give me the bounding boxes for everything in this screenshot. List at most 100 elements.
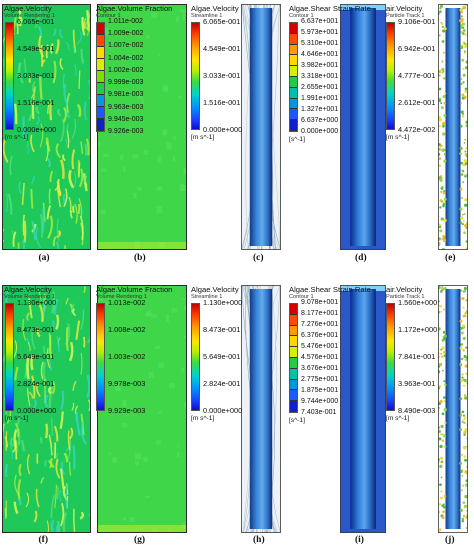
colorbar-tick-label: 4.472e-002 xyxy=(398,125,436,134)
air-particle xyxy=(438,437,442,441)
velocity-streak xyxy=(35,105,41,115)
legend-subtitle: Particle Track 1 xyxy=(386,294,425,300)
colorbar-tick-label: 1.516e-001 xyxy=(203,98,241,107)
air-particle xyxy=(464,458,467,462)
air-particle xyxy=(443,503,445,506)
colorbar-tick-label: 9.963e-003 xyxy=(108,103,144,111)
air-particle xyxy=(440,476,443,479)
colorbar-band xyxy=(290,379,297,391)
legend-subtitle: Volume Rendering 1 xyxy=(4,294,55,300)
air-particle xyxy=(462,29,466,32)
colorbar-tick-label: 7.841e-001 xyxy=(398,352,436,361)
colorbar-band xyxy=(290,109,297,121)
colorbar-tick-label: 6.065e-001 xyxy=(203,17,241,26)
air-particle xyxy=(461,32,465,36)
domain-outline xyxy=(340,4,386,250)
air-particle xyxy=(444,421,447,425)
velocity-streak xyxy=(31,220,37,240)
legend-subtitle: Volume Rendering 1 xyxy=(96,294,147,300)
velocity-streak xyxy=(80,352,83,375)
velocity-streak xyxy=(83,18,87,30)
velocity-streak xyxy=(45,44,49,59)
velocity-streak xyxy=(54,39,60,55)
velocity-streak xyxy=(9,443,13,459)
air-particle xyxy=(443,27,447,31)
velocity-streak xyxy=(74,405,79,414)
velocity-streak xyxy=(28,391,34,399)
air-particle xyxy=(463,433,466,436)
air-particle xyxy=(460,77,463,81)
shear-top xyxy=(340,4,386,10)
fraction-patch xyxy=(122,399,127,407)
fraction-patch xyxy=(123,166,126,173)
velocity-streak xyxy=(12,231,17,247)
velocity-streak xyxy=(40,476,45,484)
simulation-image xyxy=(241,285,281,533)
fraction-patch xyxy=(162,129,167,136)
air-particle xyxy=(441,71,444,74)
velocity-streak xyxy=(74,63,77,77)
colorbar xyxy=(96,22,105,132)
air-particle xyxy=(463,141,466,144)
simulation-image xyxy=(2,4,91,250)
velocity-streak xyxy=(59,490,62,502)
velocity-streak xyxy=(72,380,77,391)
air-particle xyxy=(461,58,465,62)
air-particle xyxy=(441,60,444,63)
air-particle xyxy=(461,44,464,47)
fraction-patch xyxy=(141,99,144,105)
velocity-streak xyxy=(41,208,45,233)
velocity-streak xyxy=(59,468,65,490)
fraction-patch xyxy=(178,96,183,99)
panel-label: (e) xyxy=(445,253,456,263)
air-particle xyxy=(442,132,446,136)
air-particle xyxy=(462,337,466,340)
panel-label: (c) xyxy=(253,253,264,263)
air-particle xyxy=(441,185,444,188)
fraction-patch xyxy=(138,286,145,292)
air-particle xyxy=(438,34,441,37)
air-particle xyxy=(442,51,445,54)
velocity-streak xyxy=(35,382,41,398)
velocity-streak xyxy=(2,139,9,163)
velocity-streak xyxy=(78,168,84,188)
colorbar-tick-label: 4.549e-001 xyxy=(17,44,55,53)
colorbar-tick-label: 0.000e+000 xyxy=(203,125,243,134)
velocity-streak xyxy=(47,158,51,168)
velocity-streak xyxy=(55,241,60,250)
air-particle xyxy=(439,304,442,308)
colorbar-band xyxy=(290,390,297,402)
colorbar-band xyxy=(290,23,297,34)
velocity-streak xyxy=(30,354,34,371)
air-particle xyxy=(441,39,445,43)
colorbar-band xyxy=(290,401,297,412)
colorbar-tick-label: 1.004e-002 xyxy=(108,54,144,62)
velocity-streak xyxy=(60,159,65,179)
air-particle xyxy=(462,349,465,352)
air-particle xyxy=(463,446,467,450)
fraction-patch xyxy=(158,362,164,369)
colorbar-tick-label: 1.002e-002 xyxy=(108,66,144,74)
fraction-patch xyxy=(157,155,162,163)
colorbar-tick-label: 2.775e+001 xyxy=(301,376,339,383)
colorbar-tick-label: 9.926e-003 xyxy=(108,128,144,135)
cylinder-body xyxy=(249,289,273,529)
velocity-streak xyxy=(55,523,60,533)
air-particle xyxy=(439,456,444,460)
velocity-streak xyxy=(48,386,53,410)
fraction-patch xyxy=(122,422,128,428)
colorbar-unit: [m s^-1] xyxy=(5,415,29,422)
colorbar-tick-label: 5.310e+001 xyxy=(301,40,339,47)
air-particle xyxy=(460,379,464,383)
velocity-streak xyxy=(51,291,56,314)
legend-subtitle: Streamline 1 xyxy=(191,13,223,19)
air-particle xyxy=(439,528,442,531)
legend-title: Algae.Velocity xyxy=(191,285,239,294)
colorbar-tick-label: 5.649e-001 xyxy=(203,352,241,361)
velocity-streak xyxy=(44,423,49,439)
colorbar-unit: [m s^-1] xyxy=(5,134,29,141)
air-particle xyxy=(461,484,464,487)
air-particle xyxy=(442,510,445,514)
air-particle xyxy=(460,216,464,220)
air-particle xyxy=(464,396,468,400)
